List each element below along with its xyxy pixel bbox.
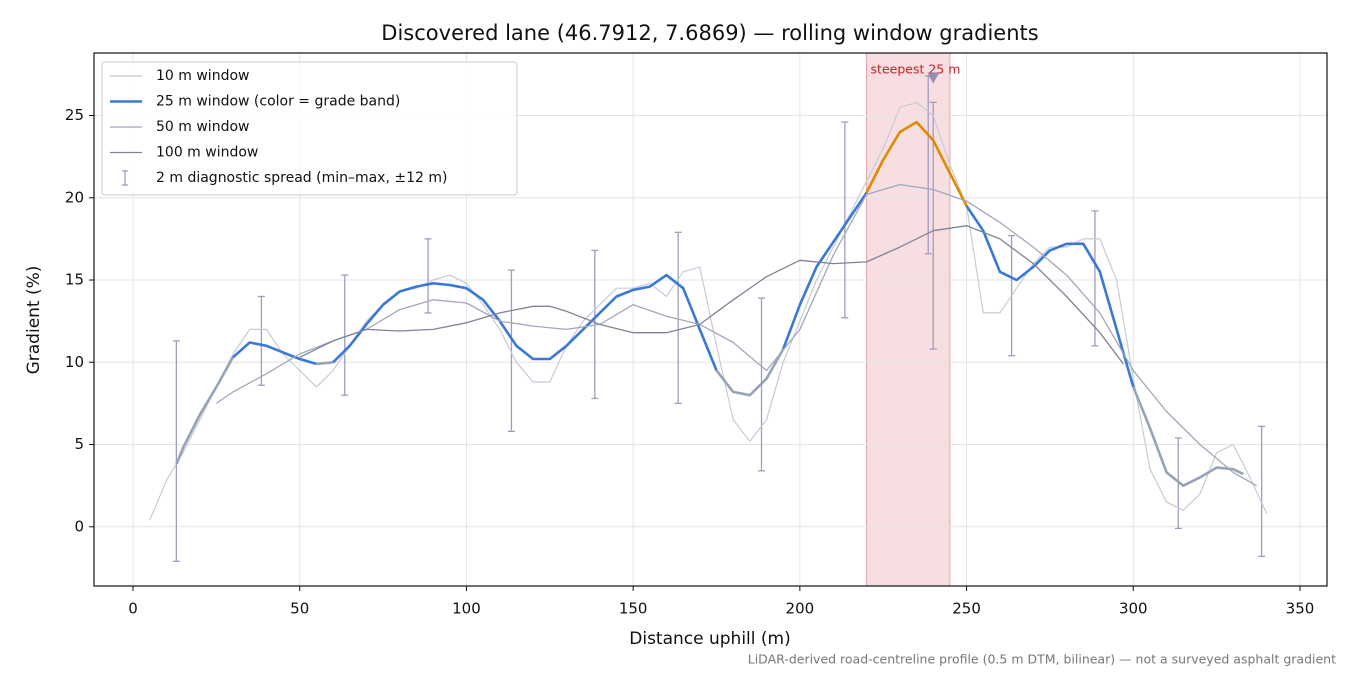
- series-line: [715, 348, 785, 397]
- series-line: [299, 225, 1124, 365]
- series-line: [965, 205, 1135, 388]
- series-line: [332, 273, 718, 371]
- error-bar: [257, 295, 265, 386]
- error-bar: [674, 231, 682, 405]
- error-bar: [172, 340, 180, 562]
- x-tick-label: 100: [452, 600, 481, 618]
- legend-label: 50 m window: [156, 119, 249, 135]
- x-tick-label: 150: [619, 600, 648, 618]
- plot-frame: [93, 52, 1328, 587]
- error-bar: [1258, 425, 1266, 558]
- x-tick-label: 200: [786, 600, 815, 618]
- legend-box: [101, 61, 518, 196]
- legend: 10 m window 25 m window (color = grade ba…: [101, 61, 518, 196]
- x-axis-label: Distance uphill (m): [629, 629, 790, 649]
- x-tick-label: 350: [1286, 600, 1315, 618]
- series-line: [865, 120, 968, 207]
- highlight-label: steepest 25 m: [871, 62, 961, 77]
- series-line: [216, 183, 1257, 487]
- series-line: [175, 356, 235, 465]
- error-bar: [507, 269, 515, 433]
- y-tick-label: 5: [74, 435, 84, 453]
- legend-label: 100 m window: [156, 145, 258, 161]
- legend-label: 2 m diagnostic spread (min–max, ±12 m): [156, 170, 447, 186]
- error-bar: [1091, 210, 1099, 347]
- y-tick-label: 10: [65, 353, 84, 371]
- highlight-span: [866, 52, 951, 587]
- x-tick-label: 0: [128, 600, 138, 618]
- steepest-marker: [927, 72, 940, 84]
- legend-label: 25 m window (color = grade band): [156, 94, 400, 110]
- y-tick-label: 0: [74, 517, 84, 535]
- y-tick-label: 15: [65, 271, 84, 289]
- y-axis-label: Gradient (%): [24, 266, 44, 375]
- error-bar: [929, 101, 937, 350]
- series-line: [316, 361, 334, 366]
- error-bar: [341, 274, 349, 396]
- error-bar: [591, 249, 599, 400]
- y-tick-label: 25: [65, 106, 84, 124]
- y-tick-label: 20: [65, 188, 84, 206]
- chart-title: Discovered lane (46.7912, 7.6869) — roll…: [381, 21, 1038, 45]
- error-bar: [841, 121, 849, 319]
- x-tick-label: 250: [952, 600, 981, 618]
- error-bar: [424, 238, 432, 314]
- x-tick-label: 300: [1119, 600, 1148, 618]
- series-line: [781, 192, 868, 350]
- series-line: [149, 101, 1268, 521]
- x-tick-label: 50: [290, 600, 309, 618]
- legend-label: 10 m window: [156, 68, 249, 84]
- series-line: [232, 341, 317, 366]
- footnote: LiDAR-derived road-centreline profile (0…: [748, 652, 1336, 667]
- series-line: [1132, 386, 1244, 487]
